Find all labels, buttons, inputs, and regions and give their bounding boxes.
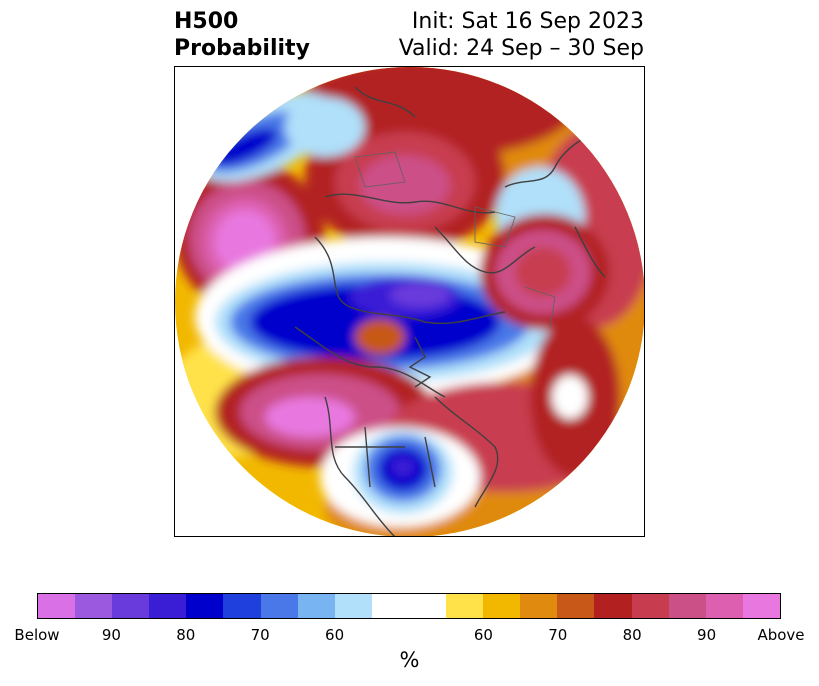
colorbar-swatch [668,594,706,618]
colorbar-swatch [520,594,558,618]
colorbar-swatch [112,594,150,618]
colorbar-swatch [297,594,335,618]
colorbar-tick-label: 90 [101,626,121,644]
colorbar-unit-label: % [399,648,420,672]
title-line-2: Probability [174,36,310,61]
colorbar [37,593,781,619]
colorbar-swatch [408,594,447,618]
init-date: Init: Sat 16 Sep 2023 [411,9,644,34]
colorbar-swatch [594,594,632,618]
polar-map [175,67,644,536]
map-title: H500 Probability [174,8,310,62]
colorbar-tick-labels: Below 90 80 70 60 60 70 80 90 Above [14,626,804,646]
forecast-dates: Init: Sat 16 Sep 2023 Valid: 24 Sep – 30… [399,8,644,62]
colorbar-tick-label: Below [14,626,60,644]
colorbar-swatch [149,594,187,618]
colorbar-swatch [705,594,743,618]
colorbar-swatch [483,594,521,618]
colorbar-tick-label: 80 [622,626,642,644]
colorbar-swatch [557,594,595,618]
colorbar-swatch [371,594,409,618]
colorbar-tick-label: Above [757,626,805,644]
colorbar-swatch [631,594,669,618]
probability-map [174,66,645,537]
colorbar-swatch [446,594,484,618]
colorbar-swatch [334,594,372,618]
colorbar-tick-label: 70 [548,626,568,644]
probability-field [175,67,644,536]
colorbar-tick-label: 70 [250,626,270,644]
colorbar-swatch [38,594,76,618]
colorbar-swatch [186,594,224,618]
coastlines [294,86,606,536]
colorbar-swatch [742,594,780,618]
colorbar-tick-label: 60 [325,626,345,644]
colorbar-tick-label: 80 [176,626,196,644]
colorbar-swatch [260,594,298,618]
colorbar-tick-label: 60 [473,626,493,644]
colorbar-swatch [75,594,113,618]
colorbar-tick-label: 90 [697,626,717,644]
title-line-1: H500 [174,9,239,34]
valid-date: Valid: 24 Sep – 30 Sep [398,36,644,61]
colorbar-swatch [223,594,261,618]
